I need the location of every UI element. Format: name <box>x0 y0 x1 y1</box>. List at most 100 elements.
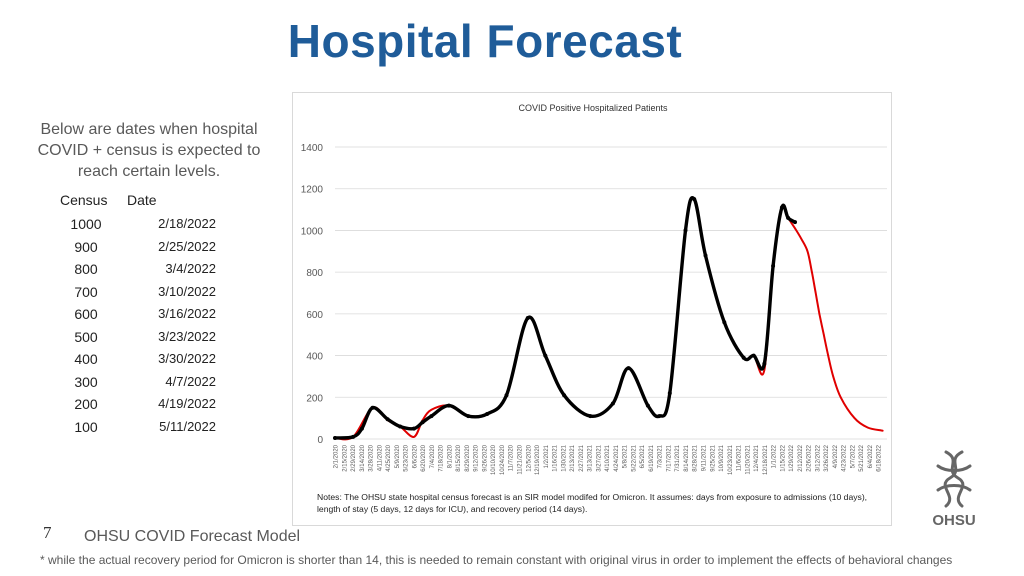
census-value: 800 <box>74 261 98 277</box>
x-axis-tick-labels: 2/1/2020 2/15/2020 2/29/2020 3/14/2020 3/28/… <box>334 444 883 475</box>
page-title: Hospital Forecast <box>287 15 683 67</box>
forecast-point <box>832 375 834 378</box>
table-row: 400 3/30/2022 <box>56 351 226 373</box>
x-tick-label: 1/30/2021 <box>561 444 567 471</box>
x-tick-label: 4/11/2020 <box>377 444 383 471</box>
x-tick-label: 5/7/2022 <box>850 444 856 468</box>
x-tick-label: 2/1/2020 <box>334 444 340 468</box>
x-tick-label: 6/6/2020 <box>412 444 418 468</box>
forecast-point <box>853 417 856 419</box>
census-point <box>786 215 791 220</box>
date-column-header: Date <box>127 192 157 208</box>
census-value: 600 <box>74 306 98 322</box>
table-row: 800 3/4/2022 <box>56 261 226 283</box>
census-point <box>359 426 364 431</box>
x-tick-label: 2/26/2022 <box>807 444 813 471</box>
census-point <box>751 353 756 358</box>
census-point <box>741 355 746 360</box>
census-point <box>771 263 776 268</box>
x-tick-label: 3/13/2021 <box>588 444 594 471</box>
census-point <box>645 403 650 408</box>
x-tick-label: 12/5/2020 <box>526 444 532 471</box>
date-value: 3/4/2022 <box>165 261 216 276</box>
date-value: 5/11/2022 <box>159 418 216 434</box>
footer-title: OHSU COVID Forecast Model <box>84 528 301 545</box>
actual-census-series-line <box>333 196 797 440</box>
chart-notes: Notes: The OHSU state hospital census fo… <box>317 492 868 514</box>
date-value: 4/19/2022 <box>158 396 216 411</box>
x-tick-label: 11/7/2020 <box>509 444 515 471</box>
x-tick-label: 1/1/2022 <box>772 444 778 468</box>
page-number: 7 <box>43 523 52 542</box>
x-tick-label: 6/18/2022 <box>877 444 883 471</box>
forecast-point <box>811 271 813 273</box>
table-row: 500 3/23/2022 <box>56 329 226 351</box>
census-value: 100 <box>74 418 98 435</box>
table-row: 600 3/16/2022 <box>56 306 226 328</box>
x-tick-label: 7/31/2021 <box>675 444 681 471</box>
x-tick-label: 1/2/2021 <box>544 444 550 468</box>
x-tick-label: 9/26/2020 <box>482 444 488 471</box>
y-tick-label: 1200 <box>301 185 324 196</box>
census-point <box>504 393 509 398</box>
forecast-point <box>413 436 415 438</box>
date-value: 3/23/2022 <box>158 328 216 344</box>
census-point <box>333 436 337 440</box>
x-tick-label: 8/15/2020 <box>456 444 462 471</box>
x-tick-label: 9/11/2021 <box>702 444 708 471</box>
census-value: 300 <box>74 373 98 390</box>
census-value: 1000 <box>70 216 102 232</box>
census-point <box>562 393 567 398</box>
x-tick-label: 11/21/2020 <box>518 444 524 474</box>
forecast-point <box>763 369 766 372</box>
census-point <box>411 426 416 431</box>
x-tick-label: 10/10/2020 <box>491 444 497 475</box>
census-point <box>543 353 548 358</box>
date-value: 3/10/2022 <box>158 283 216 299</box>
x-tick-label: 5/8/2021 <box>623 444 629 468</box>
census-point <box>485 412 490 416</box>
chart-svg: COVID Positive Hospitalized Patients 0 20… <box>301 103 887 475</box>
x-tick-label: 7/18/2020 <box>439 444 445 471</box>
census-point <box>420 420 425 425</box>
census-point <box>667 391 672 396</box>
y-tick-label: 1000 <box>301 226 324 237</box>
y-tick-label: 0 <box>317 435 323 446</box>
census-point <box>703 253 708 258</box>
intro-text: Below are dates when hospital COVID + ce… <box>37 121 261 180</box>
census-value: 400 <box>74 351 98 367</box>
forecast-point <box>881 429 884 432</box>
x-tick-label: 10/24/2020 <box>500 444 506 475</box>
ohsu-logo: OHSU <box>924 446 984 534</box>
forecast-point <box>430 409 433 411</box>
census-point <box>370 405 375 410</box>
x-tick-label: 2/29/2020 <box>351 444 357 471</box>
forecast-point <box>818 313 821 315</box>
x-tick-label: 4/25/2020 <box>386 444 392 471</box>
census-point <box>588 414 593 419</box>
x-tick-label: 2/15/2020 <box>342 444 348 471</box>
x-tick-label: 10/9/2021 <box>719 444 725 471</box>
x-tick-label: 7/17/2021 <box>666 444 672 471</box>
x-tick-label: 4/23/2022 <box>842 444 848 471</box>
forecast-point <box>800 238 803 240</box>
x-tick-label: 12/18/2021 <box>763 444 769 475</box>
chart-series <box>333 196 884 441</box>
x-tick-label: 5/22/2021 <box>631 444 637 471</box>
census-point <box>657 414 662 419</box>
table-row: 900 2/25/2022 <box>56 239 226 261</box>
table-row: 300 4/7/2022 <box>56 374 226 396</box>
x-tick-label: 3/28/2020 <box>369 444 375 471</box>
census-point <box>692 197 697 202</box>
y-tick-label: 1400 <box>301 143 324 154</box>
x-tick-label: 4/10/2021 <box>605 444 611 471</box>
table-row: 200 4/19/2022 <box>56 396 226 418</box>
x-tick-label: 8/28/2021 <box>693 444 699 471</box>
x-tick-label: 9/12/2020 <box>474 444 480 471</box>
ohsu-logo-text: OHSU <box>932 512 976 529</box>
x-tick-label: 3/27/2021 <box>596 444 602 471</box>
x-tick-label: 4/24/2021 <box>614 444 620 471</box>
chart-title: COVID Positive Hospitalized Patients <box>518 103 668 113</box>
x-tick-label: 9/25/2021 <box>710 444 716 471</box>
ohsu-logo-icon <box>936 450 972 508</box>
